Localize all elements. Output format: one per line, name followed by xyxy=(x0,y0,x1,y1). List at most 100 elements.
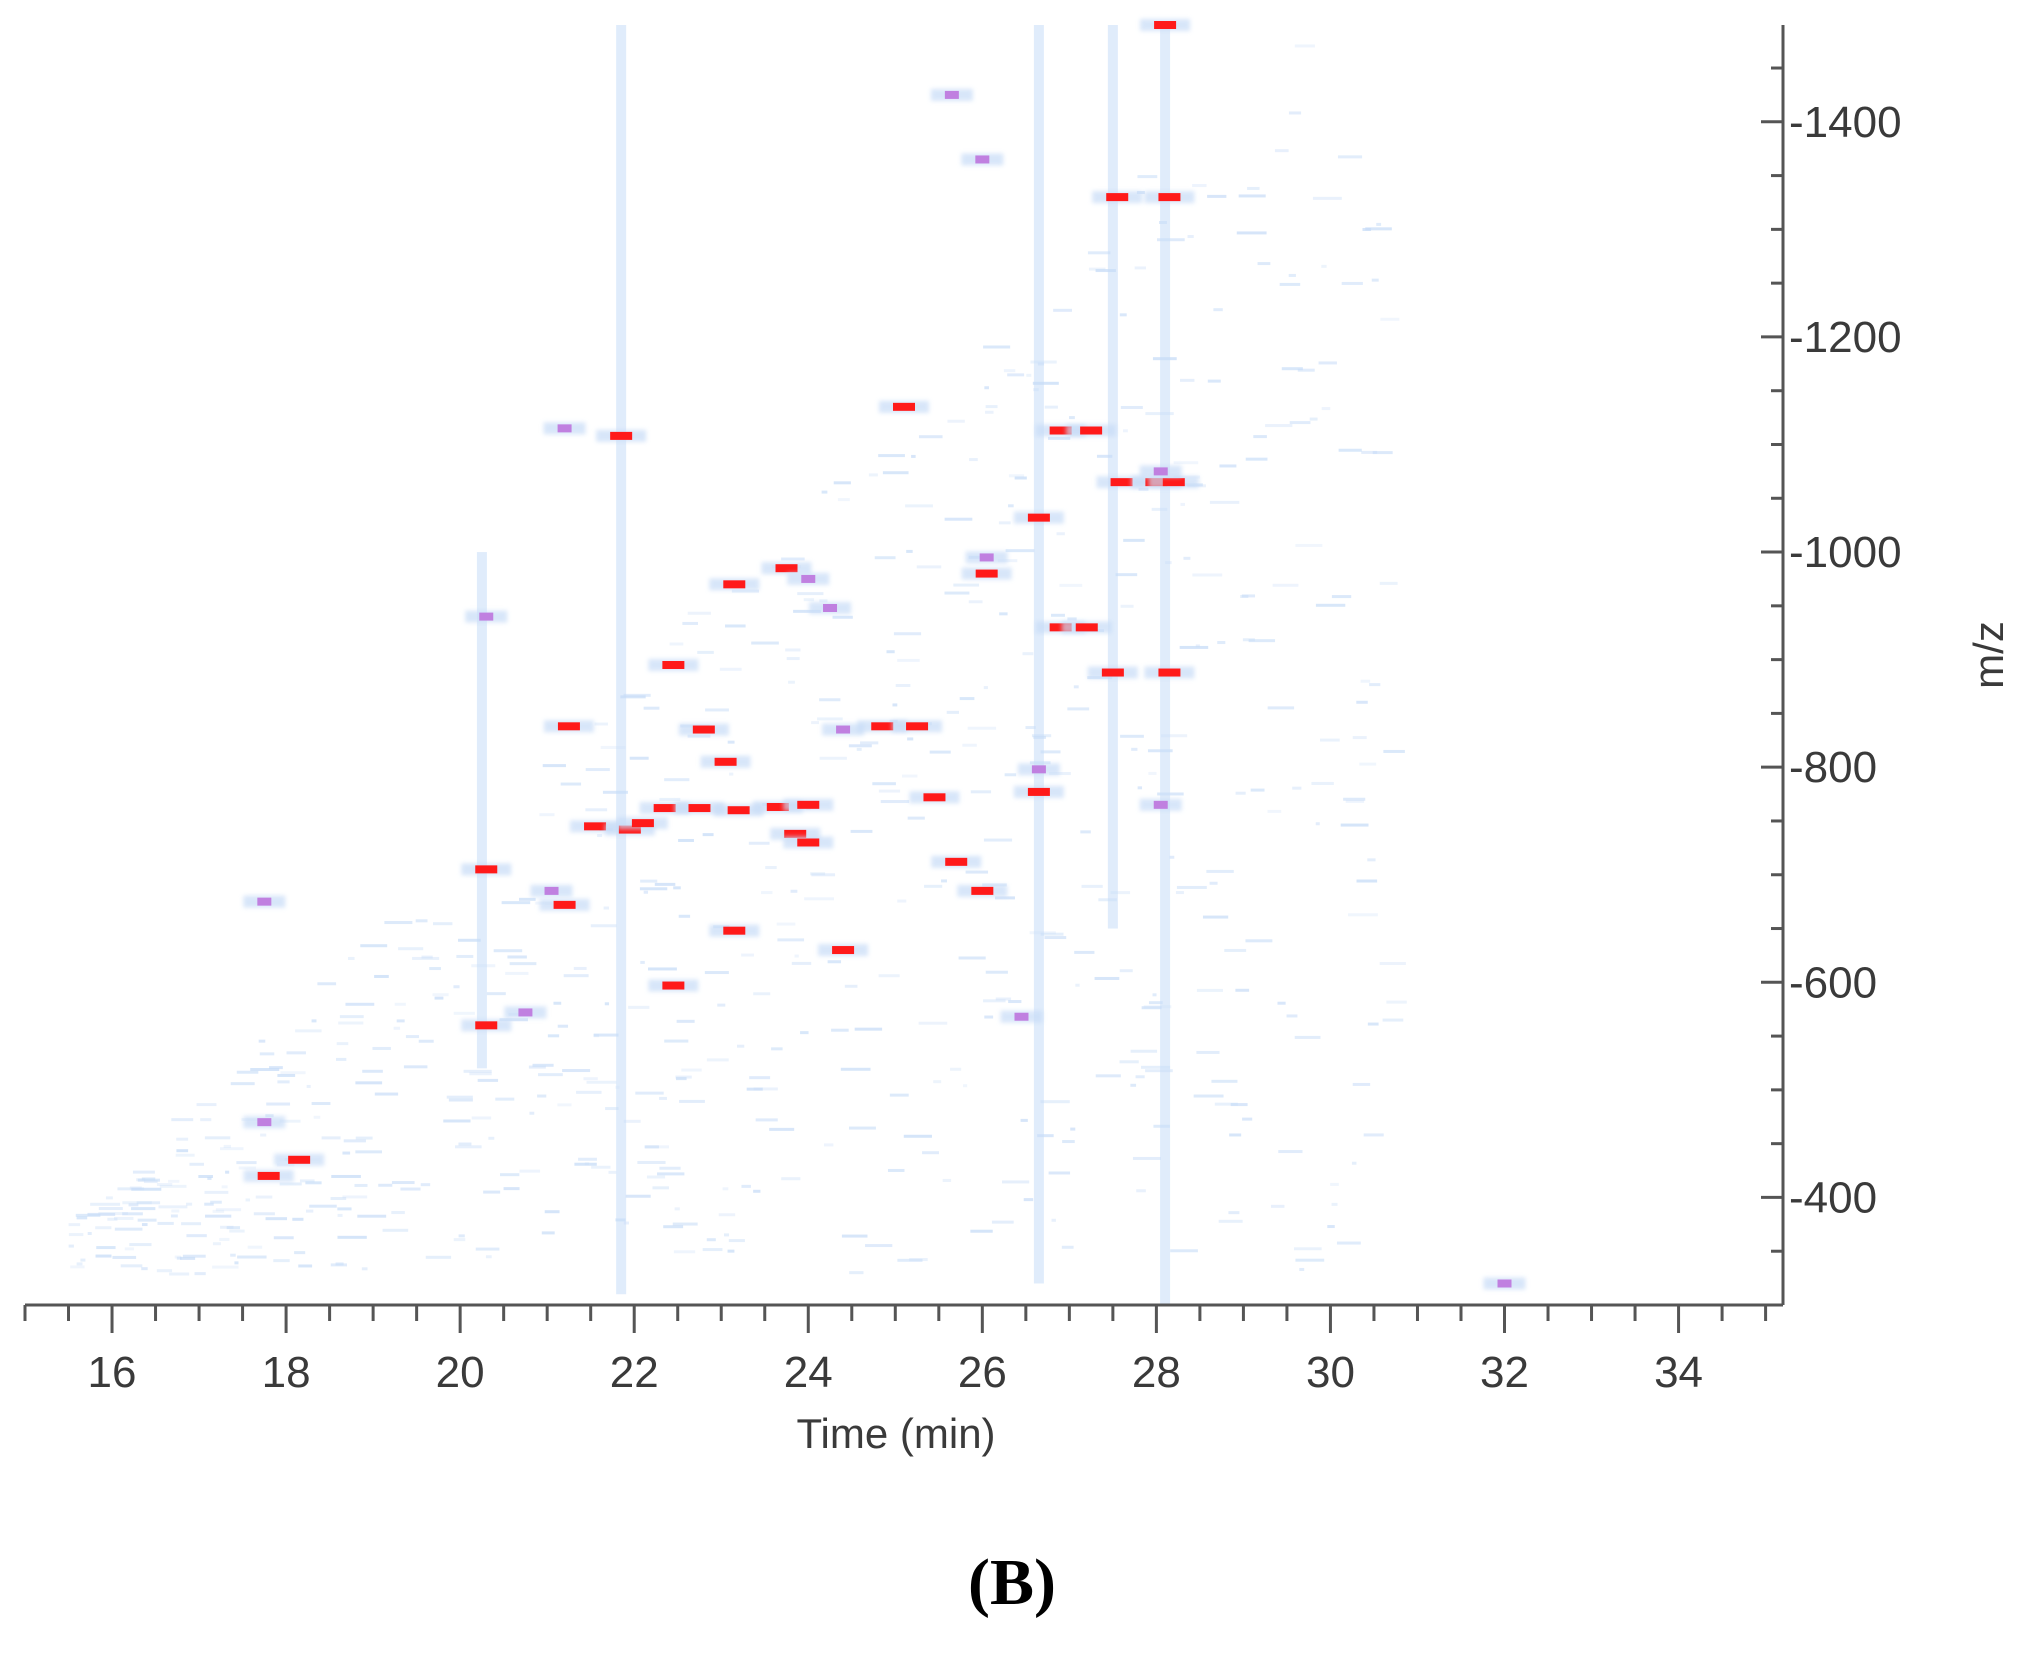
noise-speck xyxy=(586,1080,617,1084)
noise-speck xyxy=(1073,685,1079,689)
noise-speck xyxy=(509,962,537,966)
noise-speck xyxy=(874,556,896,560)
noise-speck xyxy=(1365,227,1392,231)
noise-speck xyxy=(983,345,1011,349)
noise-speck xyxy=(585,808,608,812)
noise-speck xyxy=(1119,1060,1139,1064)
noise-speck xyxy=(1137,786,1143,790)
noise-speck xyxy=(378,1183,393,1187)
noise-speck xyxy=(1315,822,1320,826)
noise-speck xyxy=(1218,1219,1243,1223)
noise-speck xyxy=(717,1003,726,1007)
noise-speck xyxy=(781,557,805,561)
streak xyxy=(1160,25,1171,1305)
noise-speck xyxy=(878,789,901,793)
noise-speck xyxy=(305,1181,322,1185)
noise-speck xyxy=(1341,281,1363,285)
noise-speck xyxy=(1277,1001,1286,1005)
noise-speck xyxy=(897,658,920,662)
noise-speck xyxy=(1067,617,1077,621)
noise-speck xyxy=(1080,830,1091,834)
noise-speck xyxy=(746,1087,763,1091)
noise-speck xyxy=(1008,474,1025,478)
noise-speck xyxy=(985,970,1008,974)
noise-speck xyxy=(1320,738,1340,742)
noise-speck xyxy=(1230,1103,1248,1107)
peak-markers xyxy=(243,19,1526,1290)
noise-speck xyxy=(194,1272,206,1276)
noise-speck xyxy=(277,1080,290,1084)
noise-speck xyxy=(1138,487,1149,491)
noise-speck xyxy=(70,1265,85,1269)
noise-speck xyxy=(1386,1000,1407,1004)
noise-speck xyxy=(878,974,900,978)
noise-speck xyxy=(305,1209,314,1213)
noise-speck xyxy=(657,1172,685,1176)
peak xyxy=(662,981,685,990)
noise-speck xyxy=(557,1024,569,1028)
noise-speck xyxy=(1214,1102,1238,1106)
noise-speck xyxy=(897,899,907,903)
noise-speck xyxy=(176,1137,189,1141)
peak xyxy=(832,946,855,955)
noise-speck xyxy=(1183,556,1191,560)
noise-speck xyxy=(519,897,536,901)
peak xyxy=(975,569,998,578)
noise-speck xyxy=(120,1264,143,1268)
peak xyxy=(1049,623,1072,632)
peak xyxy=(723,926,746,935)
noise-speck xyxy=(1289,421,1311,425)
peak xyxy=(871,722,894,731)
peak xyxy=(727,806,750,815)
noise-speck xyxy=(354,1183,368,1187)
noise-speck xyxy=(679,1099,705,1103)
noise-speck xyxy=(856,747,862,751)
noise-speck xyxy=(156,1269,173,1273)
noise-speck xyxy=(1087,251,1111,255)
noise-speck xyxy=(1294,1247,1322,1251)
noise-speck xyxy=(1005,549,1035,553)
noise-speck xyxy=(357,1214,387,1218)
noise-speck xyxy=(1119,969,1133,973)
noise-speck xyxy=(676,1077,687,1081)
y-tick-label: -1200 xyxy=(1789,313,1902,362)
noise-speck xyxy=(819,599,828,603)
noise-speck xyxy=(317,982,337,986)
noise-speck xyxy=(865,1244,893,1248)
noise-speck xyxy=(727,1249,735,1253)
x-tick-label: 28 xyxy=(1132,1348,1181,1397)
noise-speck xyxy=(1048,436,1071,440)
noise-speck xyxy=(75,1213,101,1217)
noise-speck xyxy=(1067,707,1090,711)
noise-speck xyxy=(1295,1258,1325,1262)
noise-speck xyxy=(1152,993,1157,997)
noise-speck xyxy=(999,612,1008,616)
noise-speck xyxy=(76,1216,88,1220)
noise-speck xyxy=(225,1170,230,1174)
noise-speck xyxy=(725,624,746,628)
noise-speck xyxy=(345,1002,375,1006)
peak xyxy=(618,825,641,834)
noise-speck xyxy=(674,1207,680,1211)
noise-speck xyxy=(221,1185,228,1189)
noise-speck xyxy=(337,1207,352,1211)
peak xyxy=(906,722,929,731)
x-tick-label: 26 xyxy=(958,1348,1007,1397)
noise-speck xyxy=(1297,368,1315,372)
noise-speck xyxy=(728,1239,745,1243)
noise-speck xyxy=(176,1256,182,1260)
noise-speck xyxy=(681,1068,702,1072)
noise-speck xyxy=(1069,416,1075,420)
noise-speck xyxy=(1356,879,1378,883)
noise-speck xyxy=(1022,652,1034,656)
noise-speck xyxy=(749,1076,771,1080)
noise-speck xyxy=(1352,1082,1371,1086)
noise-speck xyxy=(1056,532,1065,536)
noise-speck xyxy=(998,521,1011,525)
noise-speck xyxy=(591,1165,611,1169)
noise-speck xyxy=(673,886,681,890)
noise-speck xyxy=(342,1195,368,1199)
noise-speck xyxy=(539,813,555,817)
noise-speck xyxy=(791,961,812,965)
noise-speck xyxy=(1278,1150,1303,1154)
